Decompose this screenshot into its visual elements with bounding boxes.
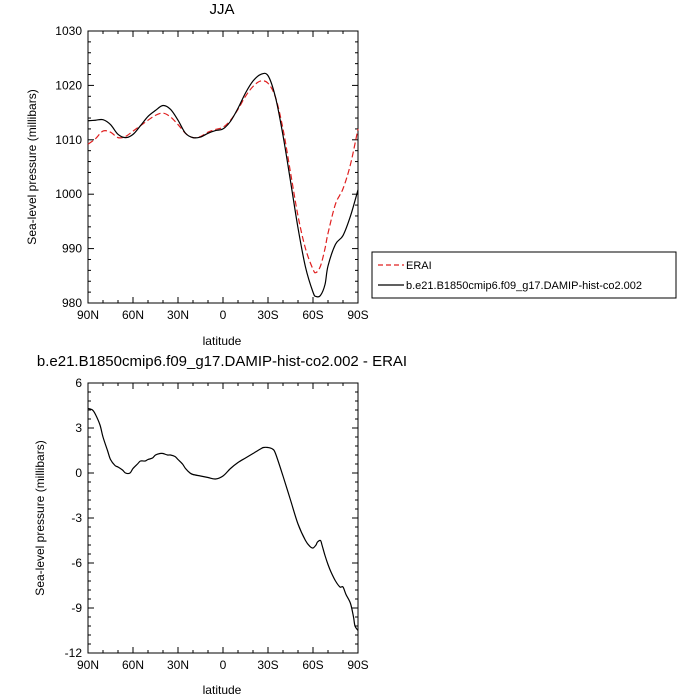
legend-erai-label: ERAI: [406, 260, 432, 272]
y-tick-label: -12: [65, 646, 83, 660]
legend-box: [371, 251, 677, 299]
y-tick-label: -3: [71, 511, 82, 525]
y-tick-label: 990: [62, 242, 82, 256]
y-tick-label: 0: [75, 466, 82, 480]
bottom-y-axis-label: Sea-level pressure (millibars): [33, 440, 47, 595]
top-plot-frame: [87, 30, 359, 304]
bottom-series-line-0: [87, 407, 359, 631]
y-tick-label: -9: [71, 601, 82, 615]
x-tick-label: 90N: [77, 308, 99, 322]
x-tick-label: 30N: [167, 308, 189, 322]
bottom-series: [87, 407, 359, 631]
bottom-plot-frame: [87, 382, 359, 654]
top-series-line-1: [87, 72, 359, 298]
bottom-x-axis-label: latitude: [203, 683, 242, 697]
top-chart-legend: ERAI b.e21.B1850cmip6.f09_g17.DAMIP-hist…: [371, 251, 677, 299]
top-x-axis-label: latitude: [203, 334, 242, 348]
x-tick-label: 60S: [302, 658, 323, 672]
y-tick-label: 1020: [55, 78, 82, 92]
bottom-chart-title: b.e21.B1850cmip6.f09_g17.DAMIP-hist-co2.…: [37, 353, 407, 370]
x-tick-label: 60N: [122, 308, 144, 322]
x-tick-label: 90S: [347, 308, 368, 322]
y-tick-label: 3: [75, 421, 82, 435]
y-tick-label: -6: [71, 556, 82, 570]
y-tick-label: 1030: [55, 24, 82, 38]
top-tick-labels: 90N 60N 30N 0 30S 60S 90S 980 990 1000 1010 1020 103…: [55, 24, 368, 322]
bottom-ticks: [87, 382, 359, 654]
top-ticks: [87, 30, 359, 304]
y-tick-label: 1010: [55, 133, 82, 147]
y-tick-label: 1000: [55, 187, 82, 201]
x-tick-label: 60N: [122, 658, 144, 672]
x-tick-label: 30N: [167, 658, 189, 672]
top-chart-title: JJA: [209, 1, 234, 18]
bottom-tick-labels: 90N 60N 30N 0 30S 60S 90S 6 3 0 -3 -6 -9 -12: [65, 376, 369, 672]
top-series-line-0: [87, 80, 359, 274]
top-series: [87, 72, 359, 298]
top-y-axis-label: Sea-level pressure (millibars): [25, 89, 39, 244]
x-tick-label: 30S: [257, 658, 278, 672]
y-tick-label: 6: [75, 376, 82, 390]
x-tick-label: 90N: [77, 658, 99, 672]
x-tick-label: 30S: [257, 308, 278, 322]
x-tick-label: 0: [220, 308, 227, 322]
legend-model-label: b.e21.B1850cmip6.f09_g17.DAMIP-hist-co2.…: [406, 280, 642, 292]
y-tick-label: 980: [62, 296, 82, 310]
x-tick-label: 90S: [347, 658, 368, 672]
top-chart: JJA 90N 60N 30N 0 30S 60S 90S 980 990 1000 1010 102…: [25, 1, 369, 348]
bottom-chart: b.e21.B1850cmip6.f09_g17.DAMIP-hist-co2.…: [33, 353, 407, 697]
x-tick-label: 0: [220, 658, 227, 672]
x-tick-label: 60S: [302, 308, 323, 322]
